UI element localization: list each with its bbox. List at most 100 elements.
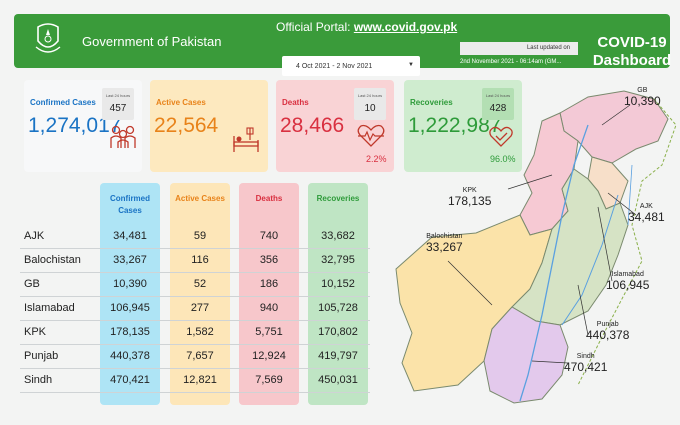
region-name: Sindh — [24, 374, 53, 386]
confirmed-cell: 106,945 — [110, 302, 150, 314]
map-region-sindh — [483, 306, 569, 404]
active-cell: 1,582 — [186, 326, 214, 338]
deaths-label: Deaths — [282, 98, 309, 107]
map-label-name: Islamabad — [611, 271, 644, 278]
region-name: Islamabad — [24, 302, 75, 314]
region-table: AJK 34,481 59 740 33,682 Balochistan 33,… — [20, 225, 370, 393]
confirmed-last24-caption: Last 24 hours — [105, 93, 131, 98]
map-label-ajk[interactable]: AJK 34,481 — [628, 203, 665, 224]
map-label-sindh[interactable]: Sindh 470,421 — [564, 353, 607, 374]
confirmed-cell: 10,390 — [113, 278, 147, 290]
deaths-last24-value: 10 — [364, 103, 376, 114]
recoveries-cell: 32,795 — [321, 254, 355, 266]
confirmed-cell: 34,481 — [113, 230, 147, 242]
recoveries-card: Recoveries 1,222,987 Last 24 hours 428 9… — [404, 80, 522, 172]
last-updated-time: 2nd November 2021 - 06:14am (GM... — [460, 59, 562, 65]
map-label-balochistan[interactable]: Balochistan 33,267 — [426, 233, 463, 254]
table-row: Islamabad 106,945 277 940 105,728 — [20, 297, 370, 321]
deaths-cell: 12,924 — [252, 350, 286, 362]
confirmed-last24-box: Last 24 hours 457 — [102, 88, 134, 120]
map-label-punjab[interactable]: Punjab 440,378 — [586, 321, 629, 342]
recoveries-cell: 170,802 — [318, 326, 358, 338]
recoveries-cell: 10,152 — [321, 278, 355, 290]
map-region-punjab — [511, 168, 629, 326]
deaths-last24-box: Last 24 hours 10 — [354, 88, 386, 120]
dashboard-title-line2: Dashboard — [592, 52, 672, 69]
deaths-cell: 5,751 — [255, 326, 283, 338]
active-cases-label: Active Cases — [156, 98, 206, 107]
region-name: GB — [24, 278, 40, 290]
active-cell: 116 — [191, 254, 209, 266]
map-label-name: KPK — [462, 187, 477, 194]
recoveries-cell: 419,797 — [318, 350, 358, 362]
date-range-select[interactable]: 4 Oct 2021 - 2 Nov 2021 ▼ — [282, 56, 420, 76]
table-row: AJK 34,481 59 740 33,682 — [20, 225, 370, 249]
map-label-kpk[interactable]: KPK 178,135 — [448, 187, 491, 208]
active-cases-value: 22,564 — [154, 114, 219, 137]
map-label-name: Balochistan — [426, 233, 463, 240]
deaths-cell: 7,569 — [255, 374, 283, 386]
region-name: AJK — [24, 230, 45, 242]
recoveries-last24-caption: Last 24 hours — [485, 93, 511, 98]
map-label-gb[interactable]: GB 10,390 — [624, 87, 661, 108]
map-label-value: 178,135 — [448, 194, 492, 208]
dashboard-title-line1: COVID-19 — [597, 34, 667, 51]
deaths-cell: 940 — [259, 302, 279, 314]
region-name: Balochistan — [24, 254, 81, 266]
people-group-icon — [110, 125, 136, 148]
map-label-value: 470,421 — [564, 360, 608, 374]
pakistan-emblem-icon — [35, 23, 61, 53]
header-bar: Government of Pakistan Official Portal: … — [14, 14, 671, 76]
map-label-name: Punjab — [596, 321, 619, 328]
map-label-name: GB — [637, 87, 648, 94]
map-label-name: AJK — [639, 203, 653, 210]
confirmed-cell: 33,267 — [113, 254, 147, 266]
last-updated-label: Last updated on — [460, 42, 578, 55]
heart-pulse-icon — [357, 124, 385, 147]
chevron-down-icon: ▼ — [408, 62, 414, 68]
dashboard-title: COVID-19 Dashboard — [582, 34, 680, 70]
deaths-percent: 2.2% — [366, 154, 387, 164]
map-label-value: 34,481 — [628, 210, 665, 224]
date-range-value: 4 Oct 2021 - 2 Nov 2021 — [296, 62, 373, 70]
deaths-cell: 740 — [259, 230, 279, 242]
region-name: KPK — [24, 326, 47, 338]
map-label-islamabad[interactable]: Islamabad 106,945 — [606, 271, 649, 292]
table-row: Balochistan 33,267 116 356 32,795 — [20, 249, 370, 273]
recoveries-cell: 105,728 — [318, 302, 358, 314]
active-cell: 59 — [193, 230, 207, 242]
pakistan-map[interactable]: GB 10,390 KPK 178,135 AJK 34,481 Balochi… — [392, 85, 680, 415]
recoveries-cell: 33,682 — [321, 230, 355, 242]
active-cell: 12,821 — [183, 374, 217, 386]
portal-link-line: Official Portal: www.covid.gov.pk — [276, 20, 457, 34]
portal-url-link[interactable]: www.covid.gov.pk — [353, 20, 458, 34]
table-row: Punjab 440,378 7,657 12,924 419,797 — [20, 345, 370, 369]
map-label-value: 106,945 — [606, 278, 650, 292]
table-row: Sindh 470,421 12,821 7,569 450,031 — [20, 369, 370, 393]
portal-prefix: Official Portal: — [276, 20, 351, 34]
map-label-name: Sindh — [576, 353, 595, 360]
gov-title: Government of Pakistan — [82, 34, 222, 49]
deaths-value: 28,466 — [280, 114, 345, 137]
table-row: GB 10,390 52 186 10,152 — [20, 273, 370, 297]
map-label-value: 33,267 — [426, 240, 463, 254]
deaths-card: Deaths 28,466 Last 24 hours 10 2.2% — [276, 80, 394, 172]
deaths-column-header: Deaths — [255, 194, 283, 203]
table-row: KPK 178,135 1,582 5,751 170,802 — [20, 321, 370, 345]
deaths-last24-caption: Last 24 hours — [357, 93, 383, 98]
confirmed-cases-label: Confirmed Cases — [30, 98, 96, 107]
hospital-bed-icon — [233, 127, 259, 152]
deaths-cell: 356 — [259, 254, 279, 266]
active-cell: 7,657 — [186, 350, 214, 362]
region-name: Punjab — [24, 350, 59, 362]
confirmed-last24-value: 457 — [109, 103, 127, 114]
confirmed-column-header: Confirmed Cases — [110, 194, 150, 215]
recoveries-last24-box: Last 24 hours 428 — [482, 88, 514, 120]
confirmed-cases-value: 1,274,017 — [28, 114, 122, 137]
active-column-header: Active Cases — [175, 194, 225, 203]
active-cases-card: Active Cases 22,564 — [150, 80, 268, 172]
map-label-value: 10,390 — [624, 94, 661, 108]
recoveries-last24-value: 428 — [489, 103, 507, 114]
recoveries-percent: 96.0% — [490, 154, 516, 164]
deaths-cell: 186 — [259, 278, 279, 290]
